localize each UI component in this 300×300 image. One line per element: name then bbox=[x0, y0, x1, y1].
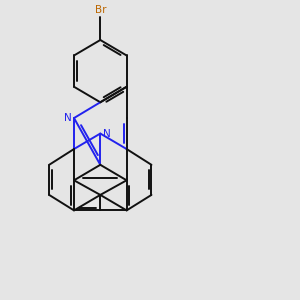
Text: N: N bbox=[103, 128, 110, 139]
Text: Br: Br bbox=[94, 5, 106, 15]
Text: N: N bbox=[64, 113, 72, 123]
